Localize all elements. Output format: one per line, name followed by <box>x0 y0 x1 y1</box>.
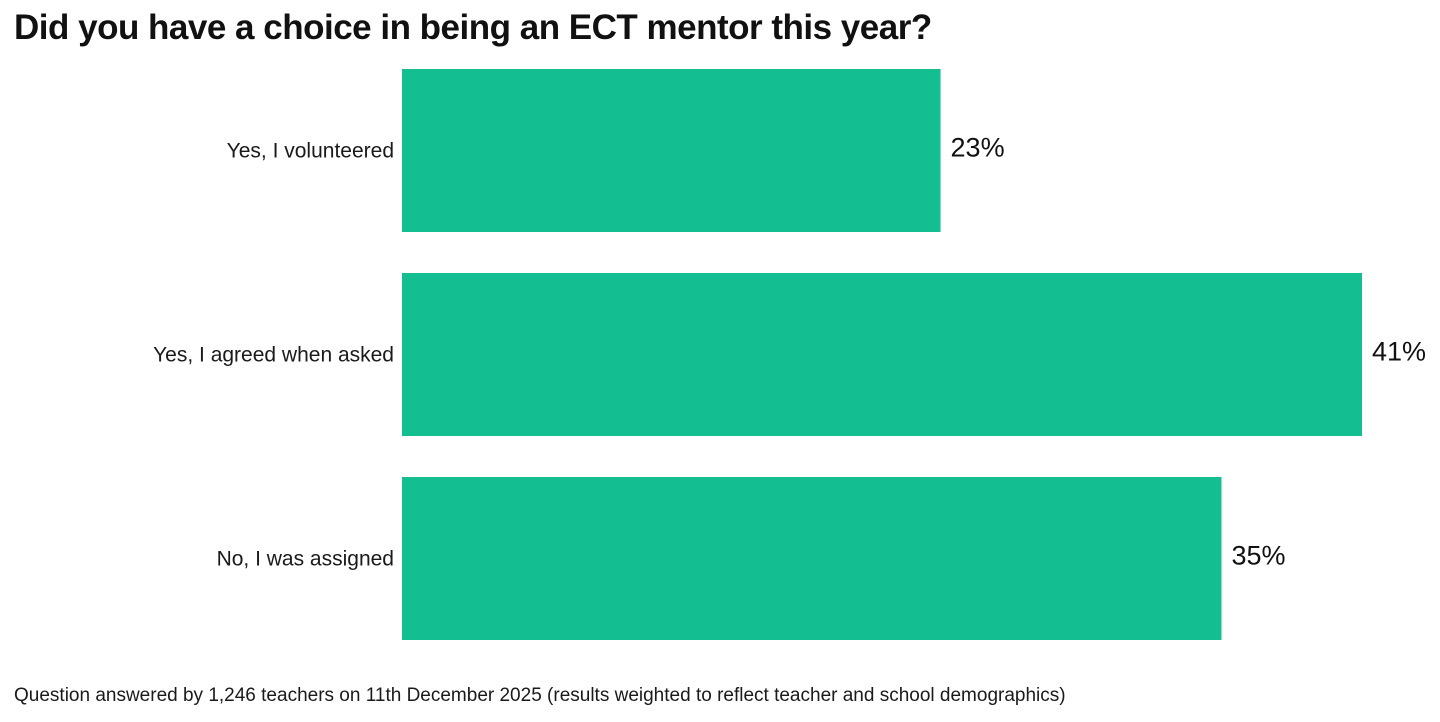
category-label-2: Yes, I agreed when asked <box>153 344 394 367</box>
value-label-3: 35% <box>1232 541 1286 571</box>
value-label-2: 41% <box>1372 337 1426 367</box>
chart-footnote: Question answered by 1,246 teachers on 1… <box>14 685 1066 706</box>
bar-1 <box>402 69 941 232</box>
chart-title: Did you have a choice in being an ECT me… <box>14 8 932 47</box>
category-label-3: No, I was assigned <box>217 548 394 571</box>
bar-3 <box>402 477 1222 640</box>
category-label-1: Yes, I volunteered <box>227 140 394 163</box>
bar-2 <box>402 273 1362 436</box>
value-label-1: 23% <box>951 133 1005 163</box>
